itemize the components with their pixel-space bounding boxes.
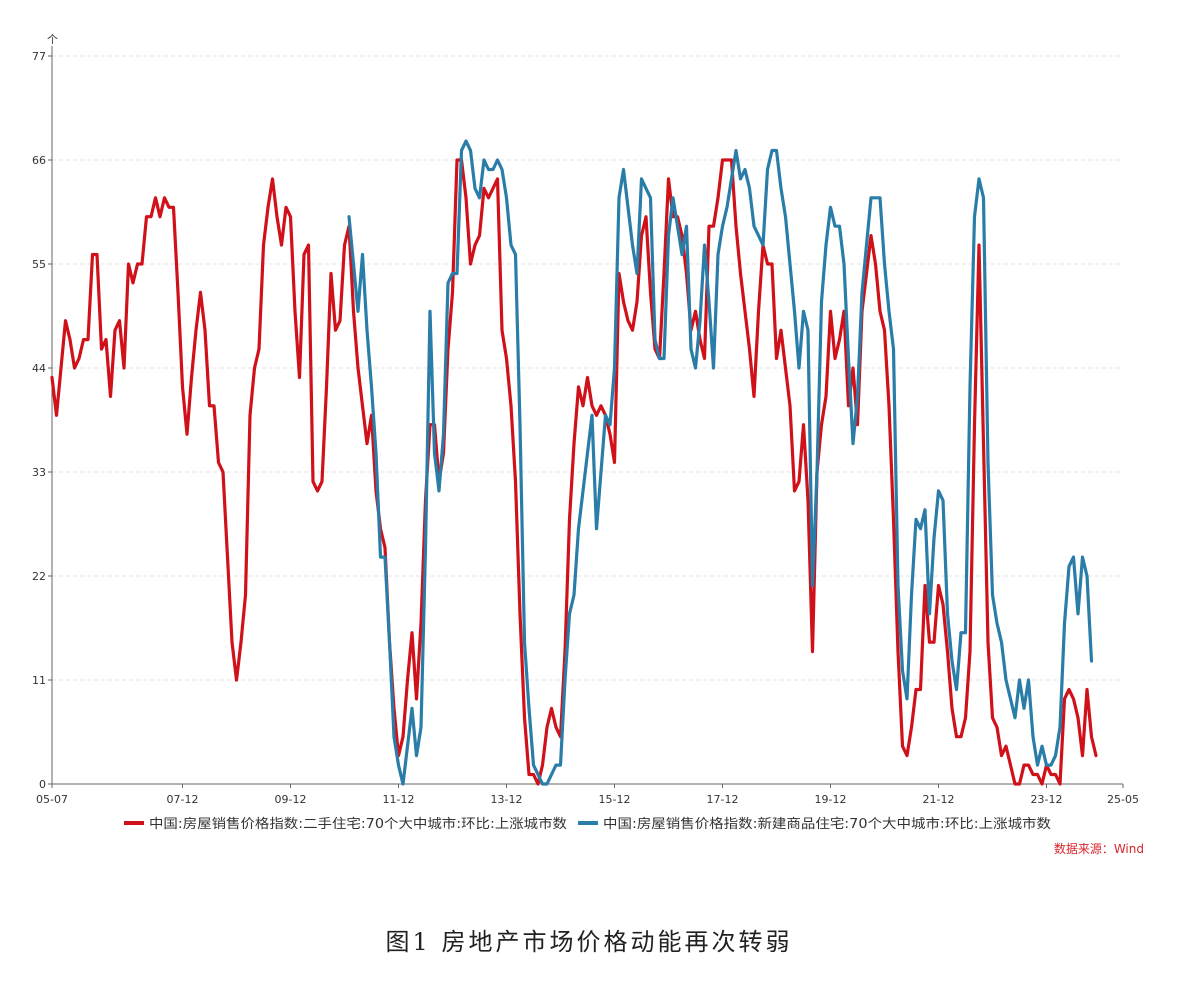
series-line-2 [347, 139, 1094, 786]
x-tick-label: 19-12 [815, 793, 847, 806]
series-line-1 [50, 158, 1098, 786]
figure-caption: 图1 房地产市场价格动能再次转弱 [385, 928, 793, 956]
y-tick-label: 33 [32, 466, 46, 479]
y-tick-label: 77 [32, 50, 46, 63]
y-tick-label: 11 [32, 674, 46, 687]
axes [51, 46, 1123, 785]
y-axis-ticks: 0 11 22 33 44 55 66 77 [32, 50, 52, 791]
x-tick-label: 13-12 [491, 793, 523, 806]
y-tick-label: 44 [32, 362, 46, 375]
x-tick-label: 17-12 [707, 793, 739, 806]
x-tick-label: 11-12 [383, 793, 415, 806]
x-tick-label: 09-12 [275, 793, 307, 806]
legend-label-2: 中国:房屋销售价格指数:新建商品住宅:70个大中城市:环比:上涨城市数 [603, 816, 1051, 832]
y-tick-label: 66 [32, 154, 46, 167]
source-note: 数据来源：Wind [1054, 841, 1144, 856]
legend: 中国:房屋销售价格指数:二手住宅:70个大中城市:环比:上涨城市数 中国:房屋销售… [124, 816, 1051, 832]
y-tick-label: 0 [39, 778, 46, 791]
x-axis-ticks: 05-07 07-12 09-12 11-12 13-12 15-12 17-12 19-12… [36, 784, 1139, 806]
gridlines [52, 55, 1123, 681]
line-chart: 0 11 22 33 44 55 66 77 05-07 07-12 09-12 11-12 13-1… [32, 33, 1144, 856]
x-tick-label: 23-12 [1031, 793, 1063, 806]
y-axis-unit: 个 [47, 33, 58, 46]
x-tick-label: 15-12 [599, 793, 631, 806]
series-lines [50, 139, 1098, 786]
legend-label-1: 中国:房屋销售价格指数:二手住宅:70个大中城市:环比:上涨城市数 [149, 816, 567, 832]
y-tick-label: 55 [32, 258, 46, 271]
x-tick-label: 05-07 [36, 793, 68, 806]
x-tick-label: 25-05 [1107, 793, 1139, 806]
x-tick-label: 07-12 [167, 793, 199, 806]
y-tick-label: 22 [32, 570, 46, 583]
x-tick-label: 21-12 [923, 793, 955, 806]
